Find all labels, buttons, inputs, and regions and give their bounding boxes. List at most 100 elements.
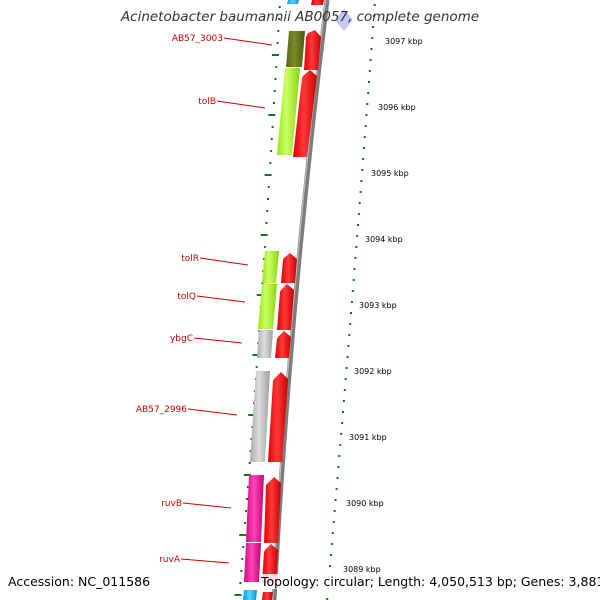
ruler-tick bbox=[349, 323, 352, 325]
gene-block-ruvB bbox=[246, 475, 264, 542]
inner-tick bbox=[234, 594, 242, 596]
inner-tick bbox=[265, 222, 268, 224]
inner-tick bbox=[246, 486, 249, 488]
gene-label-group-tolQ: tolQ bbox=[177, 292, 246, 303]
ruler-tick bbox=[326, 598, 329, 600]
gene-label-tolR[interactable]: tolR bbox=[181, 254, 199, 264]
inner-tick bbox=[270, 150, 273, 152]
inner-tick bbox=[267, 198, 269, 200]
inner-tick bbox=[267, 186, 270, 188]
inner-tick bbox=[240, 570, 243, 572]
inner-tick bbox=[270, 138, 273, 140]
inner-tick bbox=[248, 462, 251, 464]
ruler-tick bbox=[355, 246, 358, 248]
ruler-tick bbox=[353, 268, 356, 270]
strand-arrow-ybgC bbox=[275, 331, 291, 358]
ruler-tick bbox=[351, 290, 354, 292]
strand-arrow-top bbox=[311, 0, 324, 5]
gene-block-AB57_3003 bbox=[286, 31, 305, 67]
ruler-tick bbox=[370, 48, 373, 50]
gene-block-cyan-top bbox=[287, 0, 299, 4]
kbp-labels: 3097 kbp 3096 kbp 3095 kbp 3094 kbp 3093… bbox=[343, 37, 423, 574]
strand-arrow-tolB bbox=[293, 70, 317, 157]
gene-label-ybgC[interactable]: ybgC bbox=[170, 334, 193, 344]
inner-tick bbox=[243, 474, 251, 476]
ruler-tick bbox=[360, 180, 363, 182]
ruler-tick bbox=[352, 279, 355, 281]
inner-tick bbox=[264, 174, 272, 176]
gene-label-ruvA[interactable]: ruvA bbox=[159, 555, 181, 565]
gene-label-ruvB[interactable]: ruvB bbox=[161, 499, 182, 509]
inner-tick bbox=[278, 18, 280, 20]
kbp-label: 3091 kbp bbox=[349, 433, 387, 442]
ruler-dots bbox=[326, 4, 376, 600]
ruler-tick bbox=[347, 345, 350, 347]
ruler-tick bbox=[363, 136, 366, 138]
kbp-label: 3094 kbp bbox=[365, 235, 403, 244]
accession-text: Accession: NC_011586 bbox=[8, 574, 151, 589]
ruler-tick bbox=[356, 235, 359, 237]
inner-tick bbox=[269, 162, 272, 164]
position-marker-icon bbox=[335, 9, 353, 31]
strand-arrow-ruvB bbox=[264, 477, 281, 543]
gene-label-group-ybgC: ybgC bbox=[170, 334, 243, 344]
inner-tick bbox=[263, 258, 266, 260]
inner-tick bbox=[246, 498, 248, 500]
gene-label-group-tolB: tolB bbox=[198, 97, 266, 109]
inner-tick bbox=[278, 6, 281, 8]
kbp-label: 3089 kbp bbox=[343, 565, 381, 574]
inner-tick bbox=[251, 426, 254, 428]
gene-label-tolQ[interactable]: tolQ bbox=[177, 292, 196, 302]
ruler-tick bbox=[345, 367, 348, 369]
strand-arrow-bottom bbox=[262, 592, 273, 600]
gene-block-tolR bbox=[262, 251, 279, 283]
ruler-tick bbox=[348, 334, 351, 336]
ruler-tick bbox=[362, 158, 365, 160]
inner-tick bbox=[274, 78, 277, 80]
ruler-tick bbox=[372, 15, 375, 17]
gene-label-group-ruvB: ruvB bbox=[161, 499, 232, 509]
ruler-tick bbox=[346, 356, 349, 358]
gene-label-AB57_2996[interactable]: AB57_2996 bbox=[136, 405, 187, 415]
inner-tick bbox=[266, 210, 269, 212]
map-title: Acinetobacter baumannii AB0057, complete… bbox=[120, 9, 480, 25]
gene-block-tolQ bbox=[258, 284, 277, 329]
inner-tick bbox=[252, 354, 260, 356]
ruler-tick bbox=[337, 466, 340, 468]
inner-tick bbox=[275, 66, 278, 68]
ruler-tick bbox=[342, 400, 345, 402]
ruler-tick bbox=[341, 422, 344, 424]
ruler-tick bbox=[365, 114, 368, 116]
ruler-tick bbox=[343, 389, 346, 391]
ruler-tick bbox=[350, 301, 353, 303]
ruler-tick bbox=[369, 59, 372, 61]
gene-block-ruvA bbox=[244, 543, 261, 582]
ruler-tick bbox=[339, 444, 342, 446]
ruler-tick bbox=[330, 554, 332, 556]
strand-arrow-tolQ bbox=[277, 284, 294, 330]
ruler-tick bbox=[344, 378, 347, 380]
gene-label-AB57_3003[interactable]: AB57_3003 bbox=[172, 34, 223, 44]
inner-tick bbox=[239, 534, 247, 536]
ruler-tick bbox=[335, 488, 338, 490]
ruler-tick bbox=[359, 191, 362, 193]
inner-tick bbox=[263, 246, 266, 248]
gene-label-tolB[interactable]: tolB bbox=[198, 97, 216, 107]
gene-block-ybgC bbox=[257, 330, 273, 358]
inner-tick bbox=[273, 102, 275, 104]
inner-tick bbox=[255, 366, 258, 368]
kbp-label: 3095 kbp bbox=[371, 169, 409, 178]
strand-arrow-AB57_3003 bbox=[304, 30, 321, 70]
ruler-tick bbox=[363, 147, 365, 149]
inner-tick bbox=[268, 114, 276, 116]
inner-tick bbox=[276, 42, 279, 44]
kbp-label: 3096 kbp bbox=[378, 103, 416, 112]
gene-label-group-ruvA: ruvA bbox=[159, 555, 230, 565]
ruler-tick bbox=[361, 169, 364, 171]
gene-block-tolB bbox=[277, 68, 300, 155]
ruler-tick bbox=[331, 532, 334, 534]
kbp-label: 3090 kbp bbox=[346, 499, 384, 508]
ruler-tick bbox=[368, 70, 371, 72]
inner-tick bbox=[260, 234, 268, 236]
